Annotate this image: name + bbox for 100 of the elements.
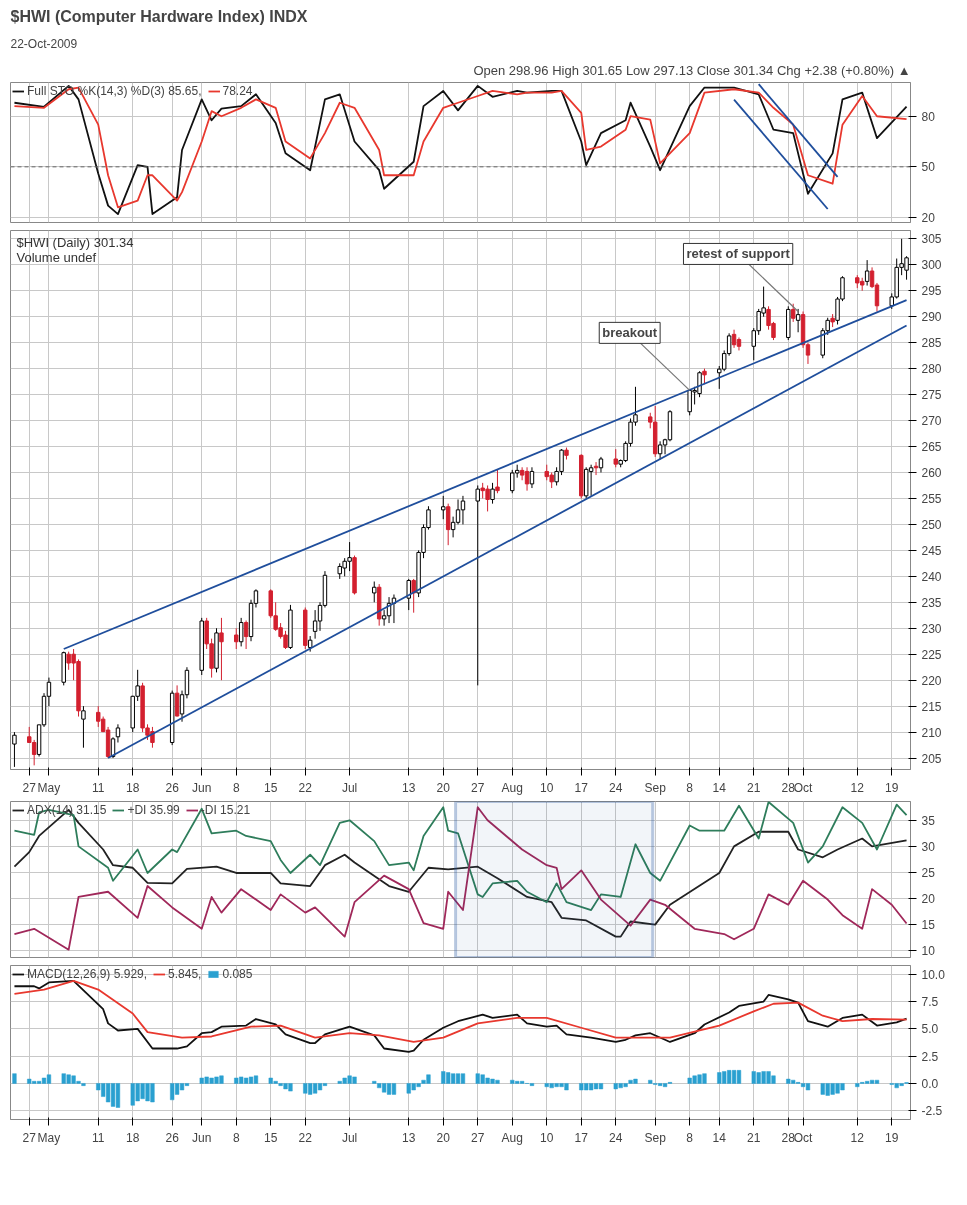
bar <box>179 1083 185 1091</box>
candlestick <box>445 503 451 546</box>
y-tick-label: 215 <box>921 699 942 714</box>
candlestick <box>115 723 121 743</box>
bar <box>800 1083 806 1087</box>
x-tick-label: Jul <box>341 1130 358 1145</box>
x-tick-label: 24 <box>609 1130 623 1145</box>
bar <box>598 1083 604 1090</box>
y-tick-label: 280 <box>921 362 942 377</box>
x-tick-label: May <box>37 780 61 795</box>
y-tick-label: 255 <box>921 491 942 506</box>
x-tick-label: 28 <box>781 780 796 795</box>
legend-label: 0.085 <box>222 967 253 981</box>
x-tick-label: Aug <box>501 1130 523 1145</box>
bar <box>115 1083 121 1108</box>
y-tick-label: 30 <box>921 839 936 854</box>
x-tick-label: 19 <box>885 1130 899 1145</box>
y-tick-label: -2.5 <box>921 1104 943 1119</box>
y-tick-label: 225 <box>921 647 942 662</box>
chart-title: $HWI (Computer Hardware Index) INDX <box>10 7 308 25</box>
candlestick <box>219 617 224 681</box>
x-tick-label: 8 <box>232 780 240 795</box>
candlestick <box>519 466 525 481</box>
bar <box>248 1076 254 1084</box>
x-tick-label: 20 <box>436 1130 451 1145</box>
y-tick-label: 230 <box>921 621 942 636</box>
x-tick-label: Sep <box>644 780 667 795</box>
y-tick-label: 20 <box>921 210 936 225</box>
bar <box>317 1083 323 1091</box>
legend-label: -DI 15.21 <box>200 803 251 817</box>
candlestick <box>406 578 411 611</box>
x-tick-label: Oct <box>793 1130 814 1145</box>
legend-label: MACD(12,26,9) 5.929, <box>27 967 148 981</box>
bar <box>874 1079 880 1084</box>
y-tick-label: 35 <box>921 813 936 828</box>
y-tick-label: 20 <box>921 892 936 907</box>
candlestick <box>495 469 500 494</box>
candlestick <box>174 684 180 718</box>
annotation: retest of support <box>686 246 791 262</box>
candlestick <box>460 495 466 525</box>
candlestick <box>411 578 416 614</box>
y-tick-label: 260 <box>921 465 942 480</box>
x-tick-label: 28 <box>781 1130 796 1145</box>
x-tick-label: 17 <box>574 780 589 795</box>
x-tick-label: 8 <box>232 1130 240 1145</box>
x-tick-label: 17 <box>574 1130 589 1145</box>
bar <box>662 1083 668 1087</box>
y-tick-label: 205 <box>921 751 942 766</box>
candlestick <box>475 484 480 686</box>
bar <box>731 1070 737 1084</box>
x-tick-label: 24 <box>609 780 623 795</box>
bar <box>805 1083 811 1091</box>
y-tick-label: 305 <box>921 232 942 247</box>
candlestick <box>12 731 17 768</box>
y-tick-label: 275 <box>921 388 942 403</box>
annotation: $HWI (Daily) 301.34 <box>16 234 134 250</box>
x-tick-label: 10 <box>540 1130 554 1145</box>
candlestick <box>372 581 377 603</box>
x-tick-label: Jun <box>192 1130 212 1145</box>
x-tick-label: 19 <box>885 780 899 795</box>
x-tick-label: 18 <box>126 780 140 795</box>
line-series <box>13 801 908 911</box>
candlestick <box>238 617 244 647</box>
x-tick-label: 11 <box>92 1130 105 1145</box>
x-tick-label: 27 <box>471 1130 485 1145</box>
x-tick-label: 22 <box>298 780 313 795</box>
legend-label: 5.845, <box>168 967 202 981</box>
bar <box>36 1081 42 1084</box>
x-tick-label: Sep <box>644 1130 667 1145</box>
y-tick-label: 15 <box>921 918 936 933</box>
x-tick-label: Aug <box>501 780 523 795</box>
x-tick-label: 11 <box>92 780 105 795</box>
y-tick-label: 220 <box>921 673 942 688</box>
y-tick-label: 285 <box>921 336 942 351</box>
x-tick-label: 21 <box>747 780 761 795</box>
bar <box>593 1083 599 1090</box>
x-tick-label: 13 <box>402 1130 416 1145</box>
candlestick <box>243 619 249 650</box>
x-tick-label: 15 <box>264 1130 278 1145</box>
candlestick <box>31 739 37 766</box>
x-tick-label: 22 <box>298 1130 313 1145</box>
x-tick-label: 21 <box>747 1130 761 1145</box>
x-tick-label: 26 <box>165 1130 180 1145</box>
y-tick-label: 80 <box>921 109 936 124</box>
x-tick-label: 12 <box>850 780 865 795</box>
candlestick <box>312 609 318 640</box>
y-tick-label: 265 <box>921 440 942 455</box>
y-tick-label: 2.5 <box>921 1049 939 1064</box>
x-tick-label: Oct <box>793 780 814 795</box>
bar <box>455 1073 461 1084</box>
x-tick-label: 8 <box>686 780 694 795</box>
x-tick-label: 18 <box>126 1130 140 1145</box>
y-tick-label: 295 <box>921 284 942 299</box>
y-tick-label: 5.0 <box>921 1022 939 1037</box>
bar <box>110 1083 116 1107</box>
x-tick-label: 12 <box>850 1130 865 1145</box>
legend-label: 78.24 <box>222 84 253 98</box>
annotation: Volume undef <box>16 249 97 265</box>
x-tick-label: 27 <box>22 1130 37 1145</box>
candlestick <box>234 627 239 650</box>
